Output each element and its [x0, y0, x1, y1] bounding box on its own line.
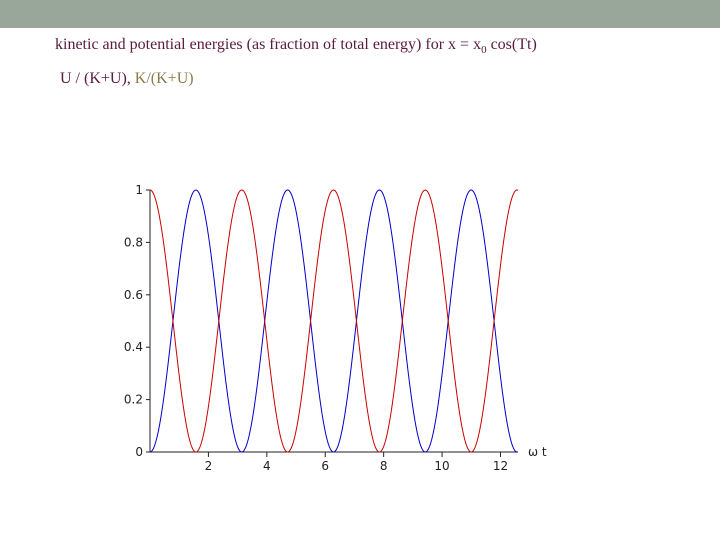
top-bar	[0, 0, 720, 28]
y-tick-label: 0.6	[124, 288, 143, 302]
y-tick-label: 0.4	[124, 340, 143, 354]
title-text-end: cos(Tt)	[486, 36, 537, 53]
legend-u-label: U / (K+U),	[60, 70, 135, 87]
y-tick-label: 0.2	[124, 393, 143, 407]
series-line-cos2	[149, 189, 519, 453]
y-tick-label: 0	[135, 445, 143, 459]
y-tick-label: 1	[135, 183, 143, 197]
title-subscript: 0	[481, 44, 487, 57]
slide-title: kinetic and potential energies (as fract…	[55, 36, 537, 56]
x-tick-label: 4	[263, 459, 271, 473]
x-tick-label: 2	[205, 459, 213, 473]
x-tick-label: 6	[321, 459, 329, 473]
x-axis-label: ω t	[528, 445, 547, 459]
x-tick-label: 10	[434, 459, 449, 473]
x-tick-label: 12	[493, 459, 508, 473]
series-layer	[149, 189, 519, 453]
legend-k-label: K/(K+U)	[134, 70, 194, 87]
series-line-sin2	[149, 189, 519, 453]
x-tick-label: 8	[380, 459, 388, 473]
axes	[146, 189, 518, 457]
tick-labels: 2 4 6 8 10 12 0 0.2 0.4 0.6 0.8 1 ω t	[124, 183, 547, 473]
title-text: kinetic and potential energies (as fract…	[55, 36, 482, 53]
legend-line: U / (K+U), K/(K+U)	[60, 70, 194, 88]
y-tick-label: 0.8	[124, 235, 143, 249]
